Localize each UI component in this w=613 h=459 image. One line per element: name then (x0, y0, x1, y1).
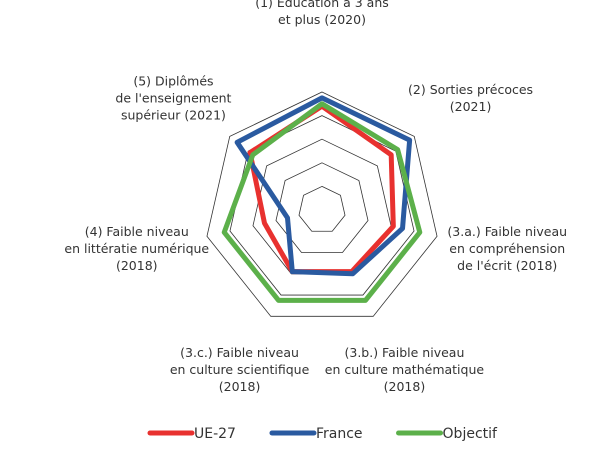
axis-label: supérieur (2021) (121, 108, 226, 123)
axis-label: en compréhension (449, 241, 565, 256)
axis-label: de l'enseignement (115, 91, 231, 106)
grid-ring (229, 115, 415, 296)
axis-label: (2018) (116, 258, 158, 273)
axis-label: (2018) (384, 379, 426, 394)
axis-label: en culture mathématique (325, 362, 485, 377)
legend-label: UE-27 (194, 426, 236, 442)
series-line (247, 103, 396, 275)
axis-label: (4) Faible niveau (85, 224, 189, 239)
axis-label: (3.c.) Faible niveau (180, 345, 299, 360)
axis-label: (2) Sorties précoces (408, 82, 533, 97)
axis-label: de l'écrit (2018) (457, 258, 557, 273)
legend-label: France (316, 426, 363, 442)
axis-label: (5) Diplômés (133, 74, 213, 89)
legend-label: Objectif (443, 426, 498, 442)
grid-ring (275, 162, 369, 253)
series-line (221, 101, 423, 303)
axis-label: (2018) (219, 379, 261, 394)
axis-label: et plus (2020) (278, 12, 366, 27)
grid-ring (298, 185, 346, 232)
axis-label: (1) Éducation à 3 ans (255, 0, 389, 10)
series-line (234, 95, 413, 277)
axis-label: (3.b.) Faible niveau (345, 345, 465, 360)
axis-label: en culture scientifique (170, 362, 310, 377)
axis-label: (3.a.) Faible niveau (447, 224, 567, 239)
axis-label: en littératie numérique (64, 241, 209, 256)
grid-ring (206, 91, 438, 317)
axis-label: (2021) (450, 99, 492, 114)
